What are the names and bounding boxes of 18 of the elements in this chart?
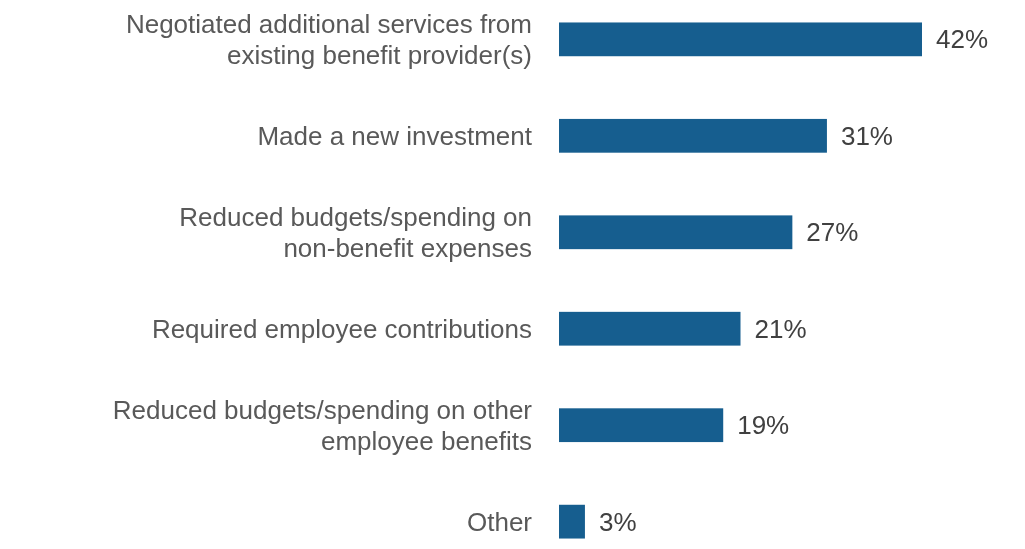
data-label: 42% — [936, 24, 989, 55]
bar — [559, 504, 585, 539]
y-tick-label: Required employee contributions — [151, 313, 532, 344]
y-tick-label: Negotiated additional services from existing benefit provider(s) — [125, 8, 532, 70]
y-tick-label: Reduced budgets/spending on other employee benefits — [112, 394, 533, 456]
data-label: 19% — [737, 410, 790, 441]
y-tick-label: Made a new investment — [257, 120, 533, 151]
bar — [559, 215, 793, 250]
data-label: 3% — [598, 506, 637, 537]
bar — [559, 311, 741, 346]
data-label: 21% — [754, 313, 807, 344]
data-label: 27% — [806, 217, 859, 248]
data-label: 31% — [840, 120, 893, 151]
bar — [559, 118, 827, 153]
y-tick-label: Reduced budgets/spending on non-benefit expenses — [179, 201, 532, 263]
bar — [559, 408, 724, 443]
bar — [559, 22, 922, 57]
y-tick-label: Other — [466, 506, 533, 537]
